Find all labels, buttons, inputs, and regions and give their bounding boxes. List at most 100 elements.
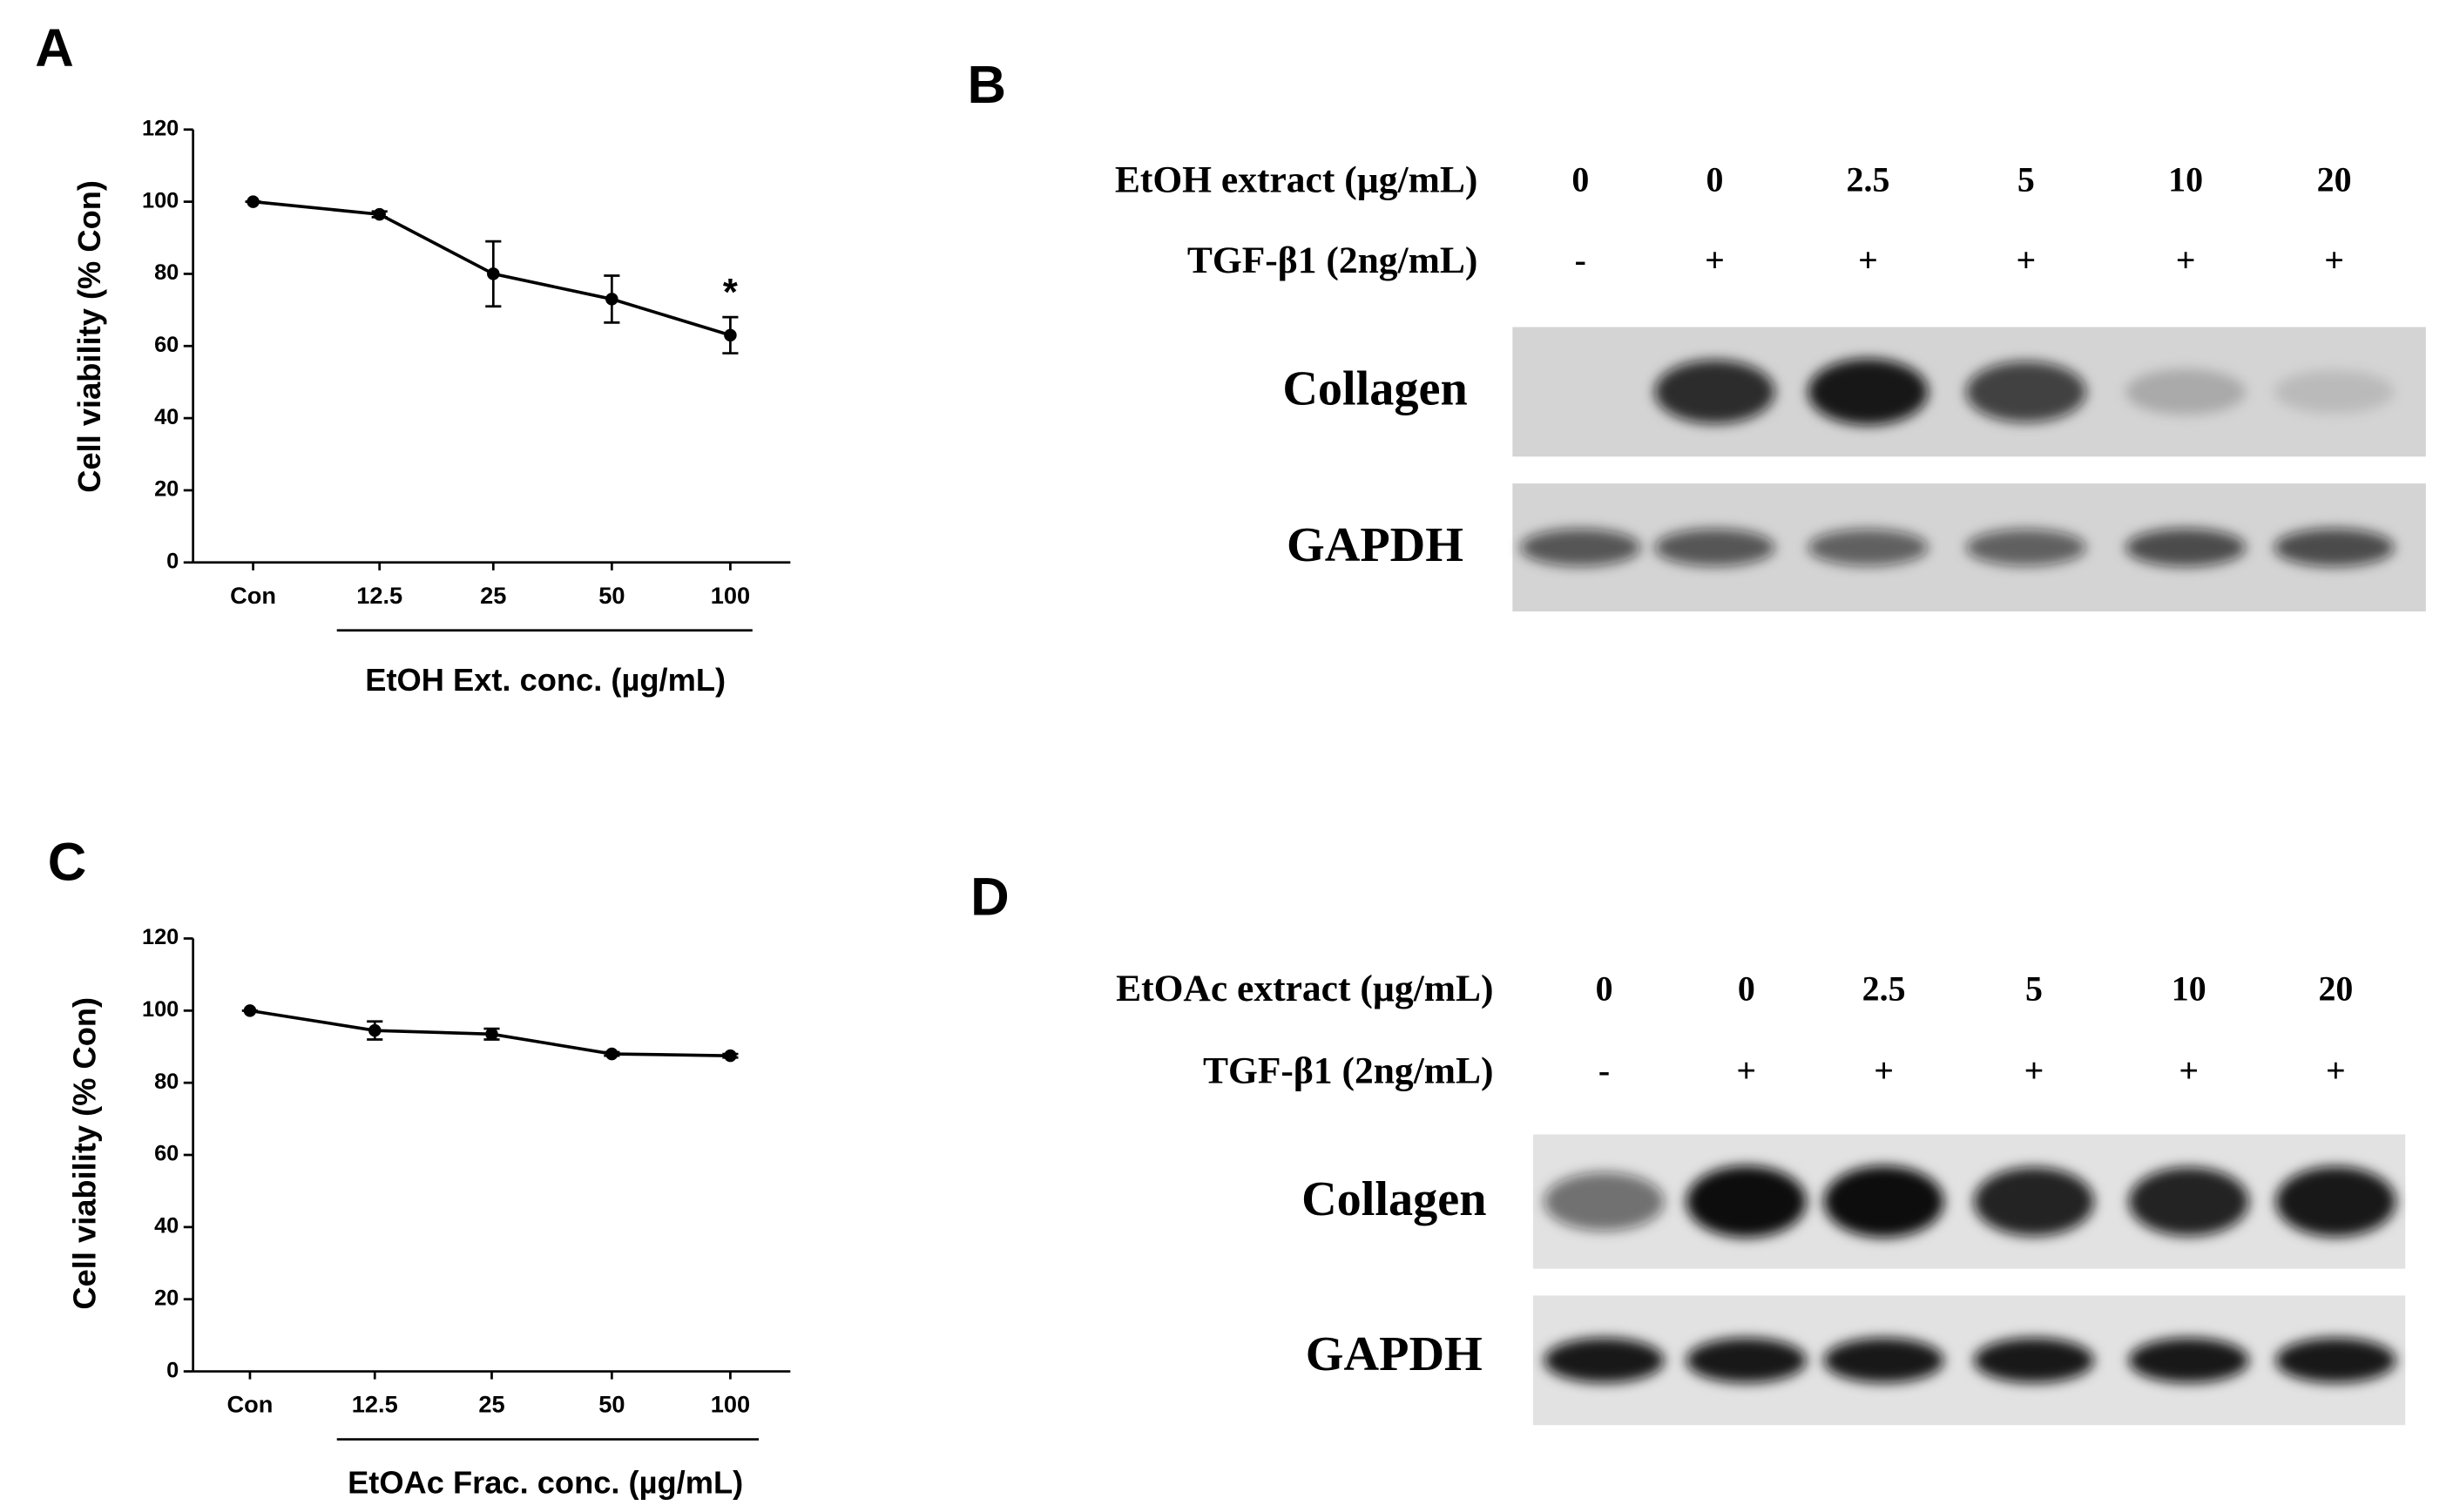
lane-label: 5 [2017, 160, 2035, 199]
x-axis-title: EtOAc Frac. conc. (µg/mL) [348, 1465, 743, 1501]
band [2275, 1166, 2396, 1237]
blot-bands [1654, 358, 2395, 426]
x-tick-label: Con [227, 1391, 274, 1418]
lane-label: 10 [2168, 160, 2203, 199]
panel-label: A [35, 18, 74, 78]
band-label: GAPDH [1287, 518, 1463, 572]
data-point [605, 1047, 618, 1061]
lane-label: + [2017, 240, 2037, 280]
band [1654, 529, 1775, 567]
band [2125, 368, 2247, 415]
band [1808, 529, 1929, 566]
y-tick-label: 100 [142, 997, 179, 1022]
band [1544, 1171, 1665, 1232]
blot-background [1532, 1134, 2406, 1269]
lane-label: 20 [2317, 160, 2352, 199]
condition-label: TGF-β1 (2ng/mL) [1187, 240, 1478, 281]
x-tick-label: 25 [480, 582, 506, 609]
condition-label: EtOAc extract (µg/mL) [1116, 968, 1493, 1009]
band [2275, 1338, 2396, 1383]
lane-label: - [1598, 1051, 1610, 1090]
band-label: Collagen [1282, 362, 1467, 416]
y-axis-title: Cell viability (% Con) [67, 997, 103, 1310]
x-tick-label: 12.5 [352, 1391, 398, 1418]
band-label: GAPDH [1306, 1327, 1483, 1381]
lane-label: 2.5 [1847, 160, 1890, 199]
y-axis-title: Cell viability (% Con) [71, 180, 107, 493]
data-point [724, 328, 737, 342]
data-point [605, 293, 618, 306]
lane-label: + [2176, 240, 2196, 280]
y-tick-label: 40 [154, 405, 179, 429]
y-tick-label: 20 [154, 1286, 179, 1310]
band [2274, 528, 2395, 567]
lane-label: 20 [2318, 969, 2353, 1008]
y-tick-label: 80 [154, 260, 179, 285]
y-tick-label: 20 [154, 477, 179, 502]
y-tick-label: 120 [142, 925, 179, 949]
x-tick-label: 50 [598, 582, 625, 609]
x-tick-label: 25 [478, 1391, 504, 1418]
x-tick-label: 50 [598, 1391, 625, 1418]
band [2128, 1338, 2249, 1383]
x-axis-title: EtOH Ext. conc. (µg/mL) [365, 662, 726, 698]
panel-label: C [48, 832, 87, 892]
band [2125, 528, 2247, 567]
y-tick-label: 60 [154, 333, 179, 357]
y-tick-label: 0 [166, 549, 179, 573]
band [1544, 1338, 1665, 1383]
y-tick-label: 0 [166, 1358, 179, 1382]
x-tick-label: 100 [711, 1391, 750, 1418]
y-tick-label: 80 [154, 1070, 179, 1094]
x-tick-label: Con [230, 582, 276, 609]
band [1686, 1165, 1807, 1238]
data-point [487, 267, 500, 280]
x-tick-label: 12.5 [356, 582, 402, 609]
y-tick-label: 60 [154, 1142, 179, 1166]
lane-label: 0 [1706, 160, 1724, 199]
lane-label: + [2324, 240, 2344, 280]
lane-label: + [1736, 1051, 1756, 1090]
condition-label: EtOH extract (µg/mL) [1115, 159, 1478, 200]
condition-label: TGF-β1 (2ng/mL) [1203, 1050, 1494, 1092]
data-point [724, 1049, 737, 1063]
band [2274, 369, 2395, 414]
x-tick-label: 100 [711, 582, 750, 609]
band [2128, 1166, 2249, 1237]
lane-label: + [2024, 1051, 2044, 1090]
band [1808, 358, 1929, 426]
data-point [247, 195, 260, 208]
lane-label: 0 [1596, 969, 1613, 1008]
data-point [485, 1028, 498, 1041]
blot-bands [1520, 528, 2395, 567]
lane-label: + [1874, 1051, 1894, 1090]
lane-label: 10 [2172, 969, 2206, 1008]
data-point [368, 1023, 382, 1037]
lane-label: + [2326, 1051, 2346, 1090]
data-point [373, 207, 386, 221]
lane-label: + [2179, 1051, 2199, 1090]
panel-label: B [968, 55, 1007, 115]
band [1974, 1166, 2094, 1237]
band [1520, 529, 1641, 567]
lane-label: - [1575, 240, 1586, 280]
y-tick-label: 40 [154, 1214, 179, 1239]
blot-bands [1544, 1338, 2396, 1383]
lane-label: + [1858, 240, 1878, 280]
blot-background [1532, 1295, 2406, 1426]
band [1823, 1165, 1944, 1238]
y-tick-label: 120 [142, 116, 179, 140]
blot-bands [1544, 1165, 2396, 1238]
y-tick-label: 100 [142, 188, 179, 213]
significance-mark: * [723, 272, 738, 314]
data-point [243, 1004, 257, 1017]
panel-label: D [970, 867, 1010, 927]
lane-label: 5 [2025, 969, 2043, 1008]
band-label: Collagen [1301, 1172, 1486, 1226]
lane-label: 0 [1571, 160, 1589, 199]
band [1965, 361, 2086, 422]
band [1686, 1338, 1807, 1383]
lane-label: 0 [1738, 969, 1755, 1008]
